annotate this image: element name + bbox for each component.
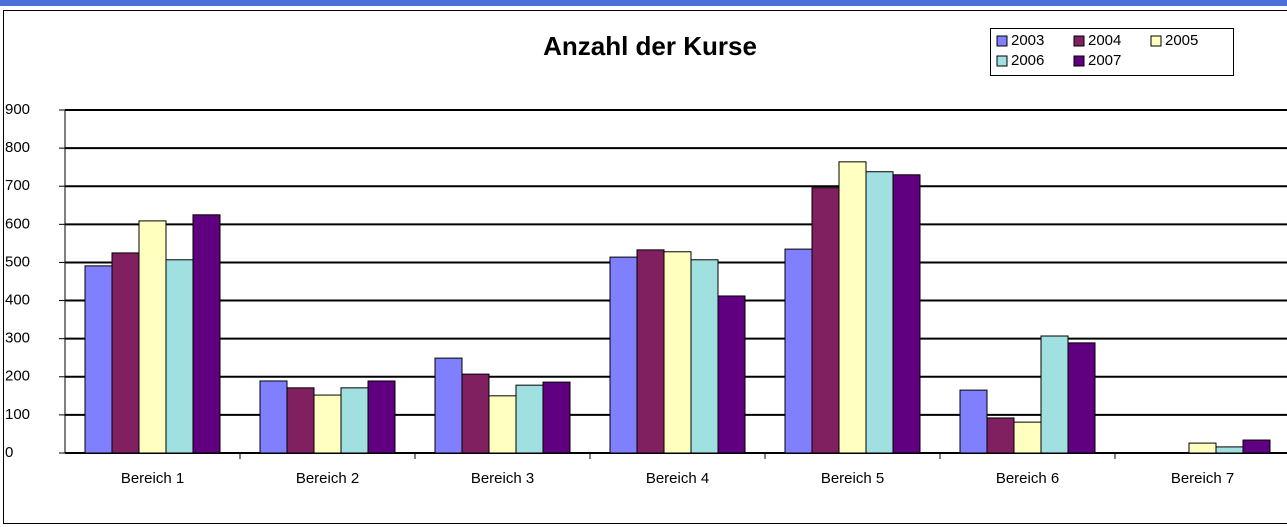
- bar: [609, 256, 638, 454]
- bar: [1040, 335, 1069, 454]
- y-tick-label: 100: [5, 406, 30, 423]
- chart-title: Anzahl der Kurse: [543, 31, 757, 61]
- legend-swatch: [1073, 35, 1085, 47]
- bar: [663, 251, 692, 454]
- y-tick-label: 400: [5, 292, 30, 309]
- bar: [986, 417, 1015, 454]
- bar: [1188, 442, 1217, 454]
- legend-swatch: [1150, 35, 1162, 47]
- bar: [959, 389, 988, 454]
- legend-swatch: [1073, 55, 1085, 67]
- y-tick-label: 0: [5, 444, 13, 461]
- bar: [865, 171, 894, 454]
- bar: [1242, 439, 1271, 454]
- y-tick-label: 200: [5, 368, 30, 385]
- bar: [286, 387, 315, 454]
- bar: [192, 214, 221, 454]
- bar: [838, 161, 867, 454]
- x-tick-label: Bereich 6: [996, 470, 1059, 487]
- bar: [84, 265, 113, 454]
- bar: [542, 381, 571, 454]
- bar: [111, 252, 140, 454]
- y-tick-label: 800: [5, 139, 30, 156]
- x-tick-label: Bereich 4: [646, 470, 709, 487]
- bar: [515, 384, 544, 454]
- legend: [990, 28, 1234, 76]
- x-tick-label: Bereich 3: [471, 470, 534, 487]
- x-tick-label: Bereich 2: [296, 470, 359, 487]
- bar: [165, 259, 194, 454]
- y-tick-label: 300: [5, 330, 30, 347]
- bar: [259, 380, 288, 454]
- bar: [892, 174, 921, 454]
- x-tick-label: Bereich 5: [821, 470, 884, 487]
- x-tick-label: Bereich 7: [1171, 470, 1234, 487]
- legend-label: 2007: [1088, 52, 1121, 69]
- y-tick-label: 700: [5, 177, 30, 194]
- y-tick-label: 600: [5, 215, 30, 232]
- bar: [434, 357, 463, 454]
- bar: [690, 259, 719, 454]
- bar: [138, 220, 167, 454]
- bar: [717, 295, 746, 454]
- bar: [367, 380, 396, 454]
- bar: [784, 248, 813, 454]
- bar: [636, 249, 665, 454]
- bar: [488, 395, 517, 454]
- x-tick-label: Bereich 1: [121, 470, 184, 487]
- bar: [811, 187, 840, 454]
- bar: [461, 373, 490, 454]
- window-strip: [0, 0, 1287, 6]
- bar: [313, 394, 342, 454]
- bar: [1067, 342, 1096, 454]
- y-tick-label: 900: [5, 101, 30, 118]
- bar: [1013, 421, 1042, 454]
- legend-label: 2006: [1011, 52, 1044, 69]
- bar: [1215, 446, 1244, 454]
- legend-swatch: [996, 35, 1008, 47]
- y-tick-label: 500: [5, 253, 30, 270]
- legend-label: 2003: [1011, 32, 1044, 49]
- legend-swatch: [996, 55, 1008, 67]
- bar: [340, 387, 369, 454]
- legend-label: 2005: [1165, 32, 1198, 49]
- legend-label: 2004: [1088, 32, 1121, 49]
